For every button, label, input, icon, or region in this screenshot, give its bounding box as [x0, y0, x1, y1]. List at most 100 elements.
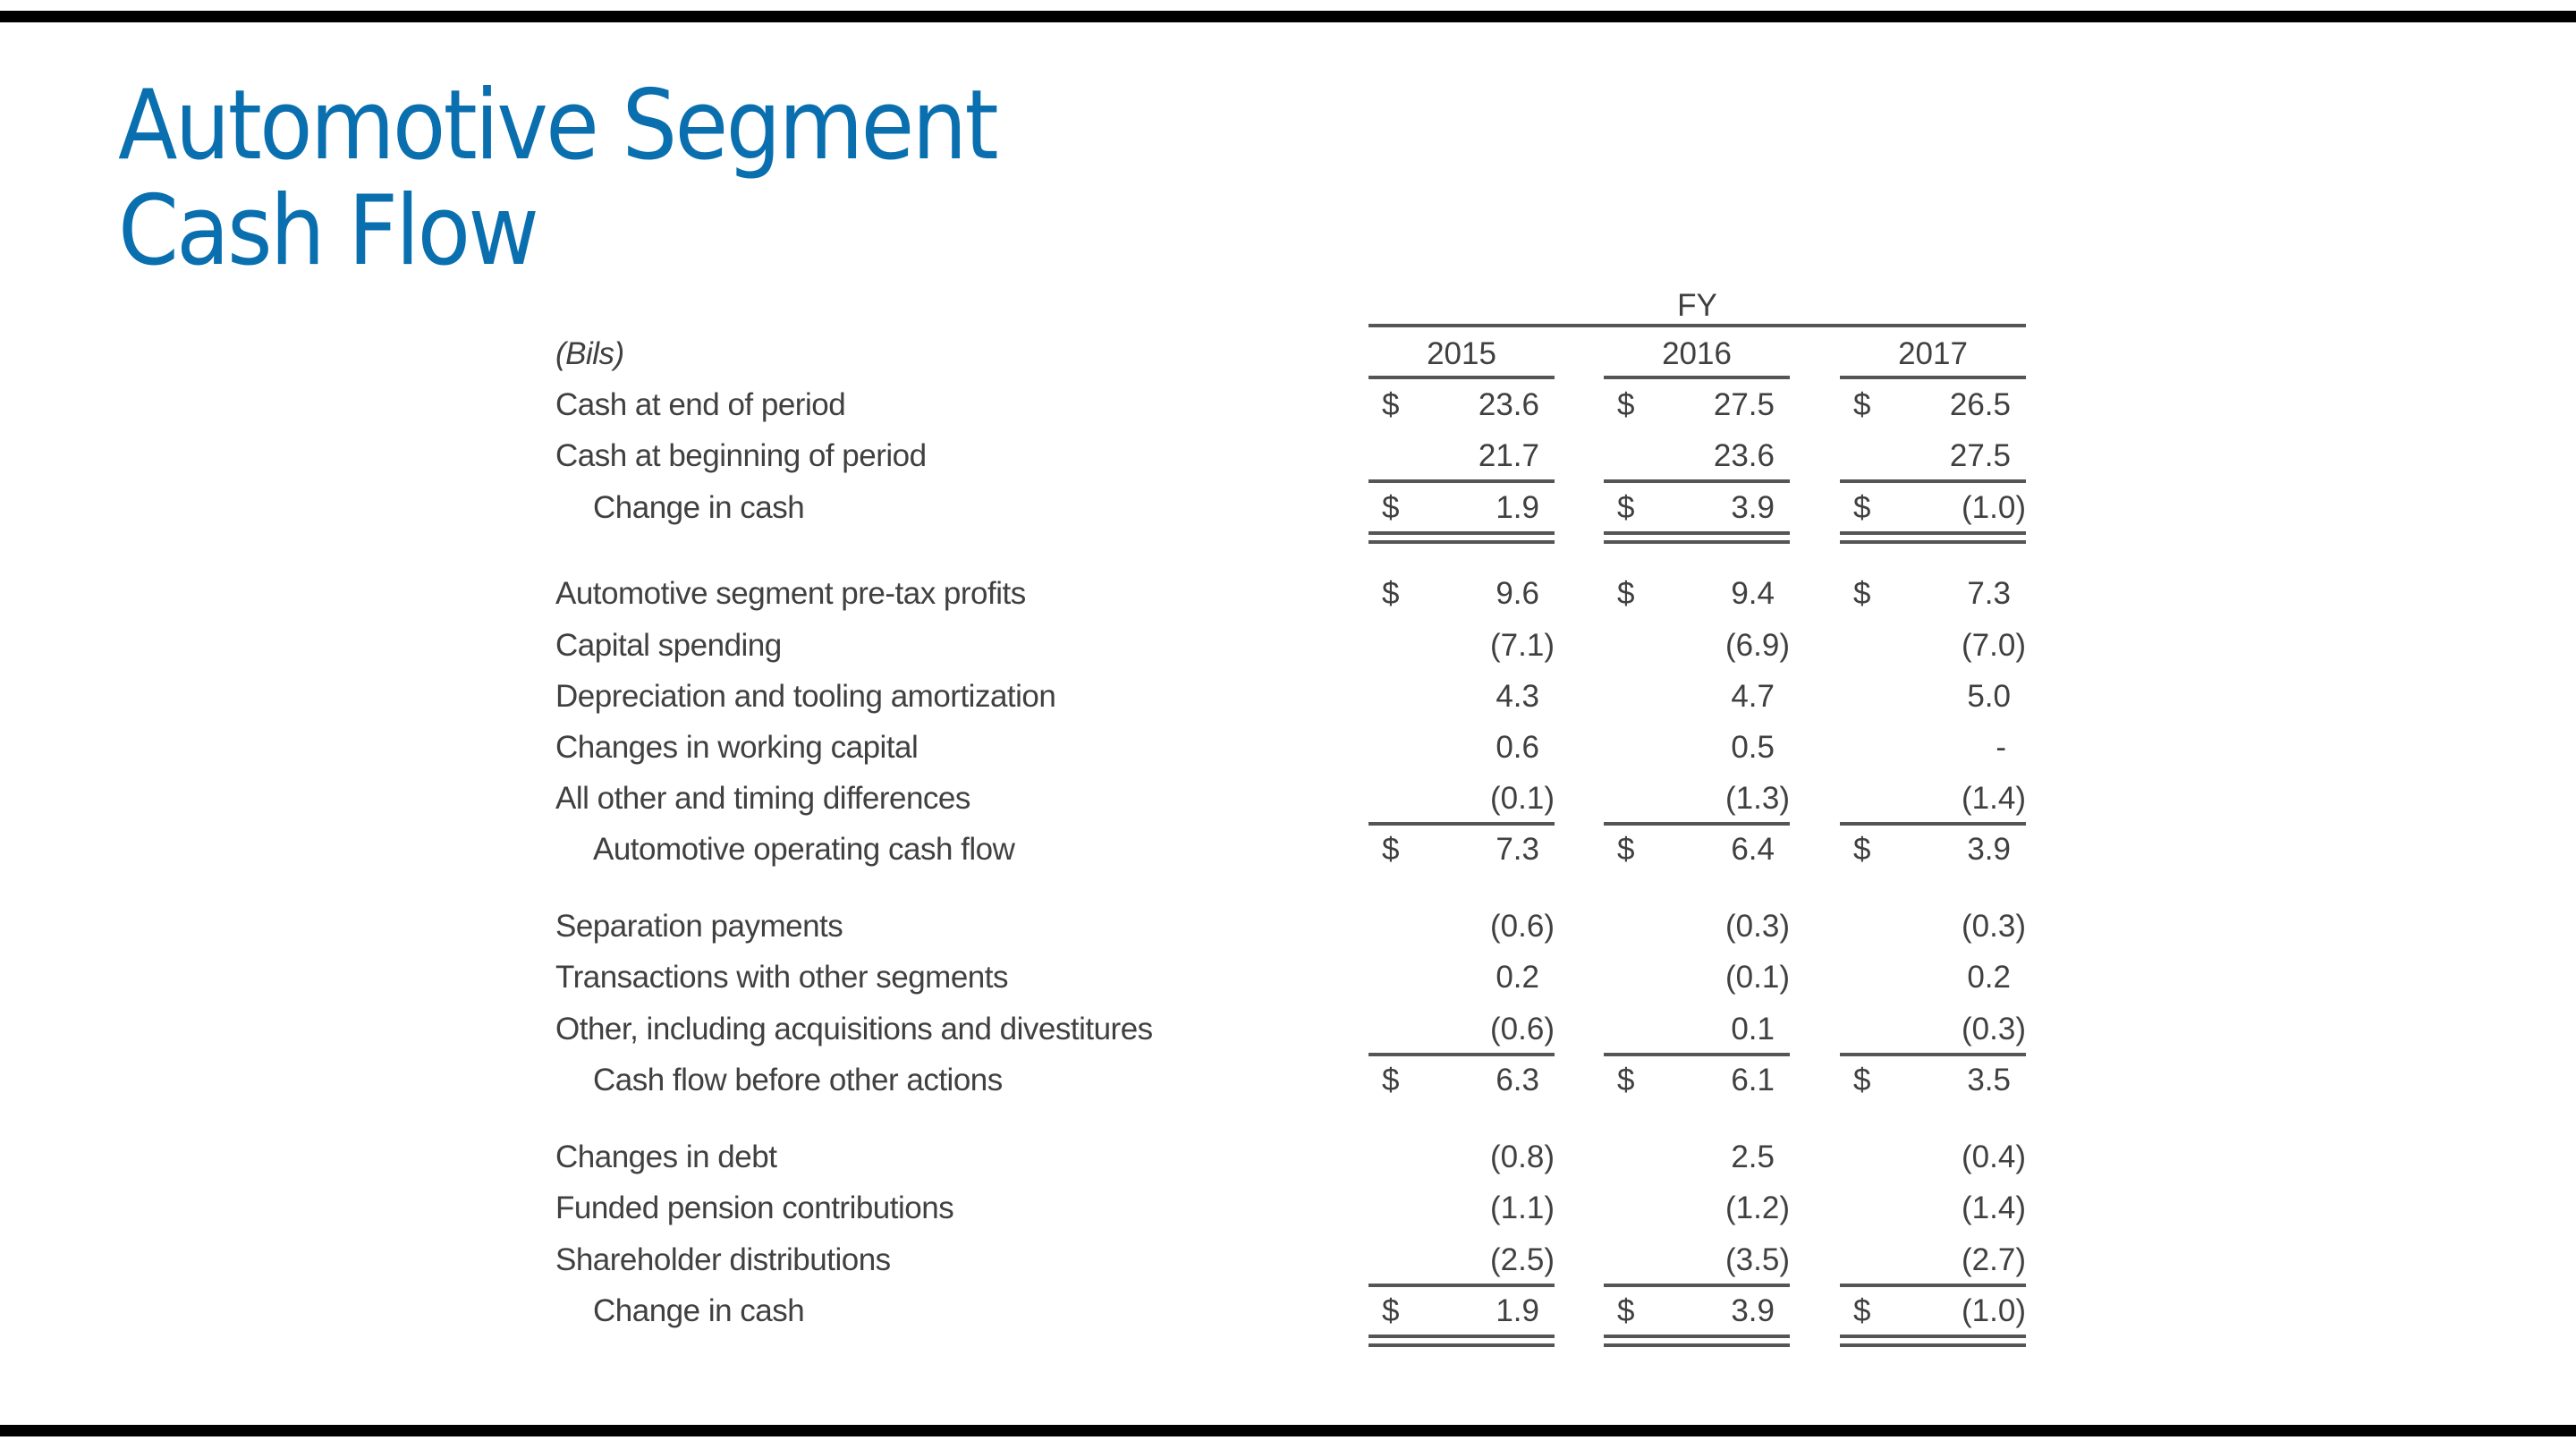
table-row: Shareholder distributions (2.5) (3.5) (2…	[0, 1235, 2576, 1285]
value-2015: (0.6)	[1490, 909, 1555, 944]
row-label: Change in cash	[593, 1293, 805, 1328]
dollar-sign: $	[1382, 576, 1400, 611]
dollar-sign: $	[1617, 576, 1635, 611]
table-row: Automotive segment pre-tax profits $9.6 …	[0, 569, 2576, 619]
value-2015: (7.1)	[1490, 628, 1555, 663]
value-2017: 0.2	[1967, 960, 2011, 995]
units-label: (Bils)	[555, 336, 624, 371]
table-row: Changes in working capital 0.6 0.5 -	[0, 723, 2576, 773]
table-row: Depreciation and tooling amortization 4.…	[0, 672, 2576, 722]
value-2017: (1.0)	[1962, 490, 2026, 525]
value-2016: 27.5	[1713, 387, 1775, 422]
value-2017: (1.0)	[1962, 1293, 2026, 1328]
subtotal-line	[1604, 1053, 1790, 1056]
value-2015: 0.2	[1496, 960, 1539, 995]
dollar-sign: $	[1617, 1063, 1635, 1097]
row-label: Cash flow before other actions	[593, 1063, 1003, 1097]
double-underline	[1368, 531, 1555, 544]
row-label: Capital spending	[555, 628, 782, 663]
header-underline-2016	[1604, 376, 1790, 379]
column-header-2016: 2016	[1662, 336, 1732, 371]
row-label: Depreciation and tooling amortization	[555, 679, 1056, 714]
value-2015: 1.9	[1496, 490, 1539, 525]
row-label: Cash at beginning of period	[555, 438, 927, 473]
subtotal-line	[1604, 479, 1790, 483]
value-2015: 4.3	[1496, 679, 1539, 714]
value-2016: 3.9	[1731, 1293, 1775, 1328]
subtotal-line	[1368, 822, 1555, 826]
value-2015: (0.1)	[1490, 781, 1555, 816]
value-2015: (0.8)	[1490, 1140, 1555, 1174]
value-2017: 26.5	[1949, 387, 2011, 422]
double-underline	[1368, 1335, 1555, 1347]
value-2017: (1.4)	[1962, 781, 2026, 816]
value-2015: 21.7	[1478, 438, 1539, 473]
value-2015: 0.6	[1496, 730, 1539, 765]
dollar-sign: $	[1382, 832, 1400, 867]
value-2016: 23.6	[1713, 438, 1775, 473]
table-row-total: Cash flow before other actions $6.3 $6.1…	[0, 1055, 2576, 1106]
dollar-sign: $	[1853, 832, 1871, 867]
value-2015: 1.9	[1496, 1293, 1539, 1328]
dollar-sign: $	[1853, 1063, 1871, 1097]
value-2016: 4.7	[1731, 679, 1775, 714]
subtotal-line	[1840, 479, 2026, 483]
dollar-sign: $	[1382, 387, 1400, 422]
subtotal-line	[1368, 1053, 1555, 1056]
subtotal-line	[1368, 1284, 1555, 1287]
value-2017: (0.4)	[1962, 1140, 2026, 1174]
value-2016: (3.5)	[1725, 1242, 1790, 1277]
double-underline	[1604, 1335, 1790, 1347]
table-row: All other and timing differences (0.1) (…	[0, 774, 2576, 824]
header-underline-2015	[1368, 376, 1555, 379]
value-2017: 5.0	[1967, 679, 2011, 714]
row-label: Transactions with other segments	[555, 960, 1009, 995]
row-label: Funded pension contributions	[555, 1191, 954, 1225]
value-2017: (1.4)	[1962, 1191, 2026, 1225]
value-2016: 9.4	[1731, 576, 1775, 611]
dollar-sign: $	[1853, 387, 1871, 422]
subtotal-line	[1604, 1284, 1790, 1287]
value-2016: 6.4	[1731, 832, 1775, 867]
table-row: Cash at end of period $23.6 $27.5 $26.5	[0, 380, 2576, 430]
row-label: Change in cash	[593, 490, 805, 525]
value-2016: 3.9	[1731, 490, 1775, 525]
value-2015: 7.3	[1496, 832, 1539, 867]
subtotal-line	[1368, 479, 1555, 483]
value-2016: 2.5	[1731, 1140, 1775, 1174]
value-2015: (0.6)	[1490, 1012, 1555, 1046]
dollar-sign: $	[1617, 387, 1635, 422]
dollar-sign: $	[1853, 576, 1871, 611]
value-2016: (6.9)	[1725, 628, 1790, 663]
column-header-2015: 2015	[1427, 336, 1496, 371]
row-label: Cash at end of period	[555, 387, 846, 422]
table-row: Changes in debt (0.8) 2.5 (0.4)	[0, 1132, 2576, 1182]
value-2017: (7.0)	[1962, 628, 2026, 663]
double-underline	[1840, 531, 2026, 544]
row-label: Automotive segment pre-tax profits	[555, 576, 1026, 611]
value-2015: 23.6	[1478, 387, 1539, 422]
value-2016: (0.3)	[1725, 909, 1790, 944]
dollar-sign: $	[1382, 1293, 1400, 1328]
table-row: Capital spending (7.1) (6.9) (7.0)	[0, 621, 2576, 671]
row-label: Changes in working capital	[555, 730, 919, 765]
fy-underline	[1368, 324, 2026, 327]
dollar-sign: $	[1617, 1293, 1635, 1328]
dollar-sign: $	[1617, 490, 1635, 525]
table-row-total: Change in cash $1.9 $3.9 $ (1.0)	[0, 483, 2576, 533]
title-line-2: Cash Flow	[118, 175, 539, 287]
column-header-row: (Bils) 2015 2016 2017	[0, 329, 2576, 379]
row-label: Separation payments	[555, 909, 843, 944]
value-2016: (1.2)	[1725, 1191, 1790, 1225]
table-row-total: Automotive operating cash flow $7.3 $6.4…	[0, 825, 2576, 875]
dollar-sign: $	[1853, 1293, 1871, 1328]
dollar-sign: $	[1382, 490, 1400, 525]
value-2017: (0.3)	[1962, 1012, 2026, 1046]
value-2016: 0.5	[1731, 730, 1775, 765]
row-label: Shareholder distributions	[555, 1242, 891, 1277]
fy-group-header: FY	[1677, 288, 1717, 323]
value-2017: (2.7)	[1962, 1242, 2026, 1277]
bottom-border-bar	[0, 1425, 2576, 1436]
value-2017: (0.3)	[1962, 909, 2026, 944]
subtotal-line	[1840, 1053, 2026, 1056]
